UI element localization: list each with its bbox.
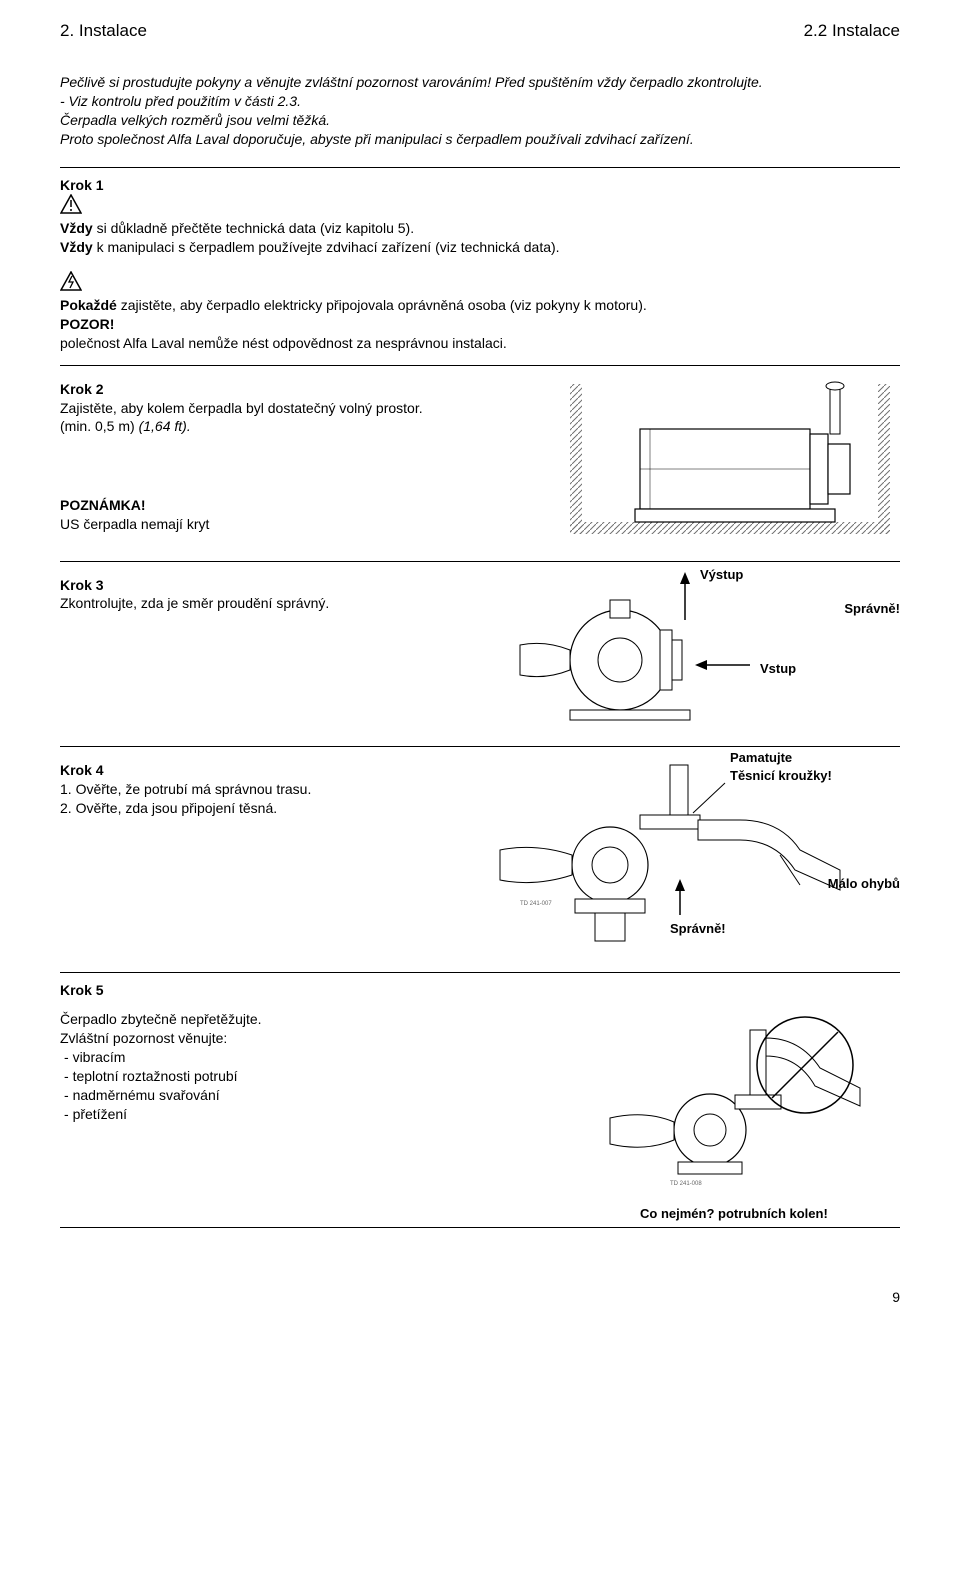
vstup-label: Vstup <box>760 660 796 678</box>
vystup-label: Výstup <box>700 566 743 584</box>
spravne-label-3: Správně! <box>844 600 900 618</box>
svg-text:TD 241-008: TD 241-008 <box>670 1181 702 1187</box>
step-3-figure: Výstup Správně! Vstup <box>500 570 900 735</box>
step-1-line-1: Vždy si důkladně přečtěte technická data… <box>60 219 900 238</box>
divider <box>60 167 900 168</box>
step-1-title: Krok 1 <box>60 176 900 195</box>
divider <box>60 746 900 747</box>
list-item: nadměrnému svařování <box>78 1086 580 1105</box>
list-item: teplotní roztažnosti potrubí <box>78 1067 580 1086</box>
pozor-label: POZOR! <box>60 315 900 334</box>
step-5-list: vibracím teplotní roztažnosti potrubí na… <box>60 1048 580 1124</box>
step-3: Krok 3 Zkontrolujte, zda je směr prouděn… <box>60 570 900 735</box>
list-item: vibracím <box>78 1048 580 1067</box>
divider <box>60 972 900 973</box>
warning-triangle-icon <box>60 194 82 219</box>
step-5-title: Krok 5 <box>60 981 900 1000</box>
step-1-line-2: Vždy k manipulaci s čerpadlem používejte… <box>60 238 900 257</box>
header-right: 2.2 Instalace <box>804 20 900 43</box>
step-5-foot: Co nejmén? potrubních kolen! <box>640 1205 920 1223</box>
step-2-dim: (min. 0,5 m) (1,64 ft). <box>60 417 540 436</box>
step-1: Krok 1 Vždy si důkladně přečtěte technic… <box>60 176 900 353</box>
divider <box>60 365 900 366</box>
step-3-body: Zkontrolujte, zda je směr proudění správ… <box>60 594 480 613</box>
step-4-item-1: 1. Ověřte, že potrubí má správnou trasu. <box>60 780 460 799</box>
spravne-label-4: Správně! <box>670 920 726 938</box>
intro-paragraph: Pečlivě si prostudujte pokyny a věnujte … <box>60 73 900 149</box>
step-2: Krok 2 Zajistěte, aby kolem čerpadla byl… <box>60 374 900 549</box>
step-2-body: Zajistěte, aby kolem čerpadla byl dostat… <box>60 399 540 418</box>
step-5-body-2: Zvláštní pozornost věnujte: <box>60 1029 580 1048</box>
step-3-title: Krok 3 <box>60 576 480 595</box>
step-2-title: Krok 2 <box>60 380 540 399</box>
malo-label: Málo ohybů <box>828 875 900 893</box>
divider <box>60 1227 900 1228</box>
step-2-figure <box>560 374 900 549</box>
pamatujte-label: Pamatujte <box>730 749 792 767</box>
poznamka-body: US čerpadla nemají kryt <box>60 515 540 534</box>
page-header: 2. Instalace 2.2 Instalace <box>60 20 900 43</box>
tesnici-label: Těsnicí kroužky! <box>730 767 832 785</box>
svg-text:TD 241-007: TD 241-007 <box>520 901 552 907</box>
warning-bolt-icon <box>60 271 82 296</box>
header-left: 2. Instalace <box>60 20 147 43</box>
pozor-body: polečnost Alfa Laval nemůže nést odpověd… <box>60 334 900 353</box>
step-5: Krok 5 Čerpadlo zbytečně nepřetěžujte. Z… <box>60 981 900 1215</box>
step-1-line-3: Pokaždé zajistěte, aby čerpadlo elektric… <box>60 296 900 315</box>
step-4: Krok 4 1. Ověřte, že potrubí má správnou… <box>60 755 900 960</box>
step-5-body-1: Čerpadlo zbytečně nepřetěžujte. <box>60 1010 580 1029</box>
step-4-figure: Pamatujte Těsnicí kroužky! Málo ohybů Sp… <box>480 755 900 960</box>
step-4-title: Krok 4 <box>60 761 460 780</box>
page-number: 9 <box>60 1288 900 1307</box>
step-4-item-2: 2. Ověřte, zda jsou připojení těsná. <box>60 799 460 818</box>
divider <box>60 561 900 562</box>
list-item: přetížení <box>78 1105 580 1124</box>
poznamka-title: POZNÁMKA! <box>60 496 540 515</box>
step-5-figure: TD 241-008 Co nejmén? potrubních kolen! <box>600 1010 900 1215</box>
